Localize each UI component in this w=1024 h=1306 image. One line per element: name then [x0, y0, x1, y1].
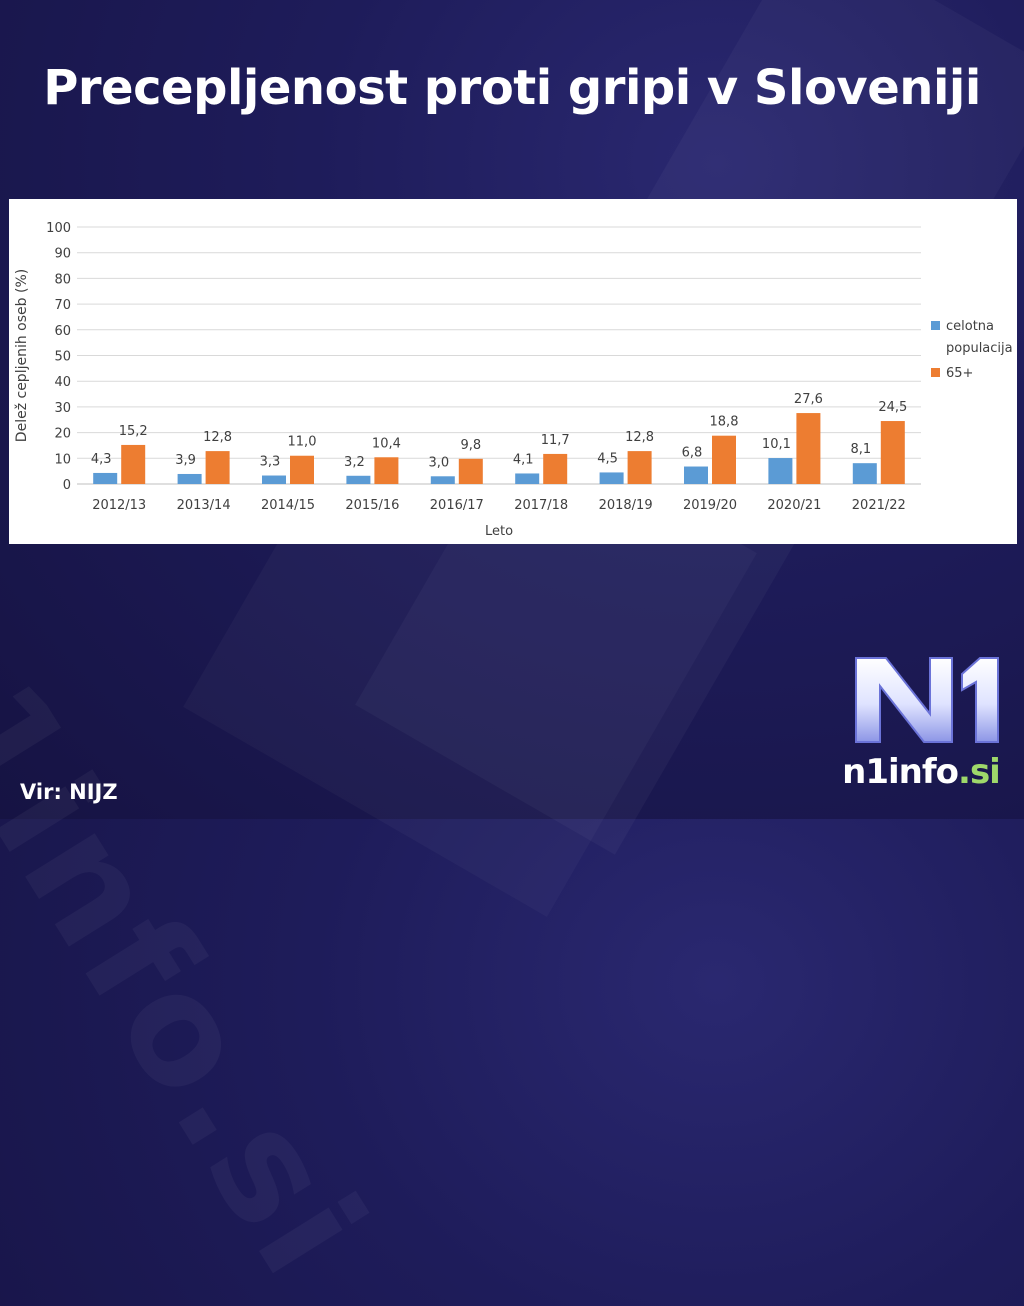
data-label: 3,3: [260, 455, 281, 470]
bar-65-plus: [627, 451, 652, 484]
x-tick-label: 2015/16: [345, 498, 399, 513]
y-tick-label: 10: [54, 452, 71, 467]
data-label: 8,1: [850, 442, 871, 457]
data-label: 11,0: [288, 435, 317, 450]
y-tick-label: 60: [54, 324, 71, 339]
y-tick-label: 30: [54, 401, 71, 416]
bar-total-population: [852, 463, 877, 484]
bar-65-plus: [880, 421, 905, 484]
bar-total-population: [599, 472, 624, 484]
bar-total-population: [684, 466, 708, 484]
n1-logo-icon: [855, 657, 999, 743]
x-tick-label: 2021/22: [852, 498, 906, 513]
y-axis-label: Delež cepljenih oseb (%): [14, 269, 30, 442]
data-label: 18,8: [710, 415, 739, 430]
y-tick-label: 0: [63, 478, 71, 493]
bar-65-plus: [543, 453, 568, 484]
x-tick-label: 2017/18: [514, 498, 568, 513]
bar-65-plus: [458, 458, 483, 484]
page-title: Precepljenost proti gripi v Sloveniji: [43, 60, 981, 116]
data-label: 4,1: [513, 452, 534, 467]
legend-label: 65+: [946, 366, 973, 381]
bar-65-plus: [712, 435, 736, 484]
y-tick-label: 40: [54, 375, 71, 390]
bar-65-plus: [205, 451, 230, 484]
data-label: 6,8: [682, 446, 703, 461]
bar-65-plus: [796, 413, 821, 484]
legend-swatch: [931, 368, 940, 377]
legend-swatch: [931, 321, 940, 330]
x-tick-label: 2013/14: [177, 498, 231, 513]
bar-65-plus: [121, 444, 146, 484]
legend-label: populacija: [946, 341, 1013, 356]
y-tick-label: 80: [54, 272, 71, 287]
legend-label: celotna: [946, 319, 994, 334]
data-label: 27,6: [794, 392, 823, 407]
y-tick-label: 50: [54, 350, 71, 365]
chart-card: 0 10 20 30 40 50 60 70 80 90 100 Delež cepljenih os…: [9, 199, 1017, 544]
x-tick-label: 2012/13: [92, 498, 146, 513]
data-label: 12,8: [625, 430, 654, 445]
bar-total-population: [515, 473, 540, 484]
bar-total-population: [346, 475, 371, 484]
logo-wordmark: n1info.si: [826, 752, 1016, 792]
bar-total-population: [93, 472, 118, 484]
data-label: 3,0: [428, 455, 449, 470]
y-tick-label: 70: [54, 298, 71, 313]
x-axis-label: Leto: [485, 524, 513, 539]
x-tick-label: 2020/21: [767, 498, 821, 513]
bar-65-plus: [374, 457, 399, 484]
x-tick-label: 2018/19: [599, 498, 653, 513]
logo-tld: .si: [958, 752, 1001, 792]
data-label: 10,1: [762, 437, 791, 452]
y-tick-label: 90: [54, 247, 71, 262]
data-label: 4,3: [91, 452, 112, 467]
bar-65-plus: [290, 455, 314, 484]
x-tick-label: 2016/17: [430, 498, 484, 513]
bar-total-population: [430, 476, 455, 484]
data-label: 15,2: [119, 424, 148, 439]
bar-chart: 0 10 20 30 40 50 60 70 80 90 100 Delež cepljenih os…: [14, 221, 1013, 539]
data-label: 9,8: [460, 438, 481, 453]
data-label: 3,2: [344, 455, 365, 470]
bar-total-population: [177, 473, 202, 484]
bar-total-population: [262, 475, 286, 484]
data-label: 4,5: [597, 451, 618, 466]
x-tick-label: 2014/15: [261, 498, 315, 513]
background-watermark: n1info.si: [0, 560, 399, 1306]
data-label: 10,4: [372, 436, 401, 451]
data-label: 3,9: [175, 453, 196, 468]
source-label: Vir: NIJZ: [20, 780, 118, 804]
x-tick-label: 2019/20: [683, 498, 737, 513]
data-label: 24,5: [878, 400, 907, 415]
data-label: 12,8: [203, 430, 232, 445]
data-label: 11,7: [541, 433, 570, 448]
logo-name: n1info: [842, 752, 959, 792]
bar-total-population: [768, 458, 793, 484]
y-tick-label: 100: [46, 221, 71, 236]
y-tick-label: 20: [54, 427, 71, 442]
